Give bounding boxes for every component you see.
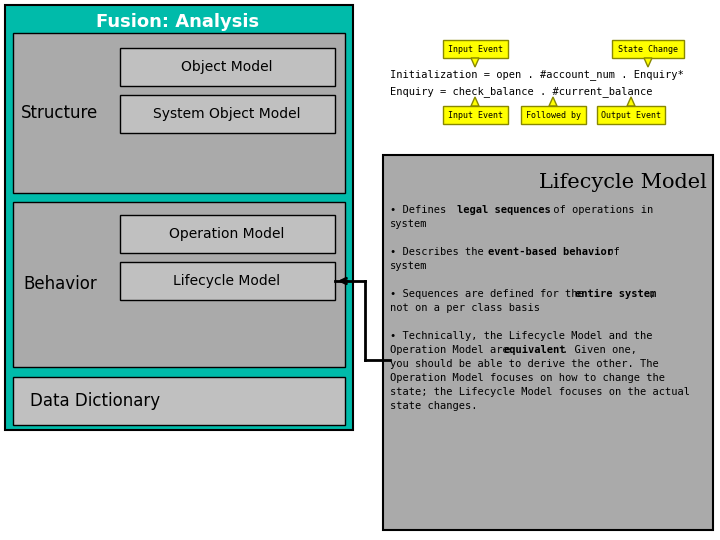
Text: system: system (390, 261, 428, 271)
Text: legal sequences: legal sequences (457, 205, 551, 215)
Text: Fusion: Analysis: Fusion: Analysis (96, 13, 260, 31)
Bar (443, 106, 508, 124)
Text: Input Event: Input Event (448, 44, 503, 53)
Text: Initialization = open . #account_num . Enquiry*: Initialization = open . #account_num . E… (390, 70, 684, 80)
Text: Data Dictionary: Data Dictionary (30, 392, 160, 410)
Text: ,: , (649, 289, 655, 299)
Text: not on a per class basis: not on a per class basis (390, 303, 540, 313)
Bar (612, 40, 684, 58)
Text: Lifecycle Model: Lifecycle Model (539, 173, 707, 192)
Bar (597, 106, 665, 124)
Text: of: of (601, 247, 620, 257)
Polygon shape (627, 97, 635, 106)
Polygon shape (471, 97, 479, 106)
Polygon shape (644, 58, 652, 67)
Text: equivalent: equivalent (504, 345, 567, 355)
Text: Input Event: Input Event (448, 111, 503, 119)
Text: • Defines: • Defines (390, 205, 452, 215)
Text: Operation Model focuses on how to change the: Operation Model focuses on how to change… (390, 373, 665, 383)
Text: Output Event: Output Event (601, 111, 661, 119)
Polygon shape (471, 58, 479, 67)
Text: Followed by: Followed by (526, 111, 580, 119)
Text: . Given one,: . Given one, (562, 345, 637, 355)
Text: Enquiry = check_balance . #current_balance: Enquiry = check_balance . #current_balan… (390, 86, 652, 97)
Text: • Sequences are defined for the: • Sequences are defined for the (390, 289, 590, 299)
Bar (5, 5, 353, 430)
Bar (13, 202, 345, 367)
Text: Lifecycle Model: Lifecycle Model (174, 274, 281, 288)
Text: Object Model: Object Model (181, 60, 273, 74)
Text: • Describes the: • Describes the (390, 247, 490, 257)
Text: you should be able to derive the other. The: you should be able to derive the other. … (390, 359, 659, 369)
Text: event-based behavior: event-based behavior (488, 247, 613, 257)
Text: Behavior: Behavior (23, 275, 97, 293)
Text: State Change: State Change (618, 44, 678, 53)
Bar (120, 215, 335, 253)
Bar (13, 33, 345, 193)
Bar (383, 155, 713, 530)
Text: • Technically, the Lifecycle Model and the: • Technically, the Lifecycle Model and t… (390, 331, 652, 341)
Bar (521, 106, 585, 124)
Bar (443, 40, 508, 58)
Text: System Object Model: System Object Model (153, 107, 301, 121)
Text: system: system (390, 219, 428, 229)
Text: entire system: entire system (575, 289, 656, 299)
Bar (120, 262, 335, 300)
Text: state changes.: state changes. (390, 401, 477, 411)
Bar (13, 377, 345, 425)
Text: Operation Model are: Operation Model are (390, 345, 515, 355)
Bar (120, 48, 335, 86)
Text: Operation Model: Operation Model (169, 227, 284, 241)
Polygon shape (549, 97, 557, 106)
Text: state; the Lifecycle Model focuses on the actual: state; the Lifecycle Model focuses on th… (390, 387, 690, 397)
Bar (120, 95, 335, 133)
Text: of operations in: of operations in (547, 205, 653, 215)
Text: Structure: Structure (22, 104, 99, 122)
